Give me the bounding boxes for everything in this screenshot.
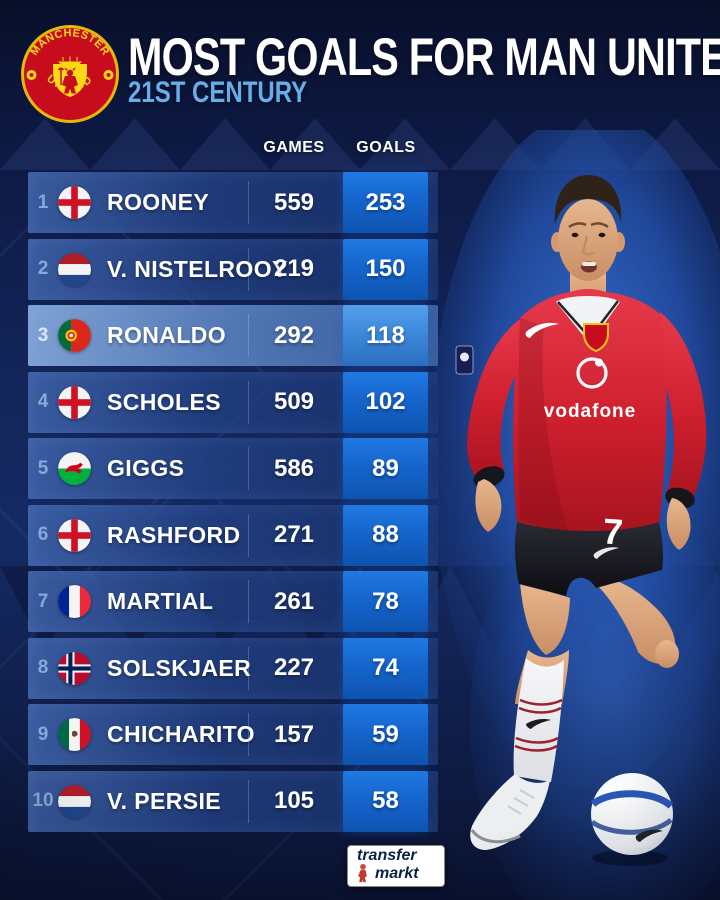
goals-column-header: GOALS — [356, 139, 416, 156]
games-value: 219 — [273, 255, 315, 282]
player-name: CHICHARITO — [107, 721, 255, 747]
column-divider — [248, 580, 249, 623]
france-flag-icon — [58, 585, 91, 618]
player-name: RASHFORD — [107, 521, 241, 548]
mexico-flag-icon — [58, 718, 91, 751]
table-row: 2 V. NISTELROOY 219 150 — [28, 238, 438, 300]
games-value: 105 — [273, 787, 315, 814]
table-row: 7 MARTIAL 261 78 — [28, 571, 438, 632]
goals-value: 88 — [372, 521, 399, 548]
table-row: 8 SOLSKJAER 227 74 — [28, 637, 438, 699]
goals-value-box: 150 — [343, 238, 428, 300]
column-divider — [248, 447, 249, 490]
ronaldo-photo: vodafone 7 — [430, 130, 720, 900]
games-value: 157 — [273, 720, 315, 748]
goals-value-box: 253 — [343, 172, 428, 233]
table-row: 6 RASHFORD 271 88 — [28, 504, 438, 566]
netherlands-flag-icon — [58, 252, 91, 286]
goals-value-box: 88 — [343, 504, 428, 566]
games-value: 271 — [273, 521, 315, 548]
premier-league-badge-icon — [455, 345, 474, 375]
column-divider — [248, 247, 249, 291]
table-row: 1 ROONEY 559 253 — [28, 172, 438, 233]
man-united-crest-icon: MANCHESTER UNITED — [21, 25, 119, 123]
goals-value-box: 58 — [343, 770, 428, 832]
netherlands-flag-icon — [58, 784, 91, 818]
rank-label: 10 — [32, 790, 54, 811]
sponsor-text: vodafone — [544, 401, 636, 422]
wales-flag-icon — [58, 452, 91, 485]
norway-flag-icon — [58, 651, 91, 685]
rank-label: 5 — [37, 457, 49, 479]
page-subtitle: 21ST CENTURY — [128, 76, 308, 109]
games-value: 261 — [273, 587, 315, 615]
table-row: 9 CHICHARITO 157 59 — [28, 704, 438, 765]
rank-label: 9 — [37, 723, 49, 745]
transfermarkt-logo: transfer markt — [347, 845, 445, 887]
rank-label: 1 — [37, 191, 49, 213]
portugal-flag-icon — [58, 319, 91, 352]
column-divider — [248, 513, 249, 557]
player-name: ROONEY — [107, 189, 210, 215]
england-flag-icon — [58, 518, 91, 552]
rank-label: 2 — [37, 258, 49, 279]
goals-value: 74 — [372, 654, 399, 681]
column-divider — [248, 380, 249, 424]
games-column-header: GAMES — [263, 139, 325, 156]
player-name: RONALDO — [107, 322, 227, 348]
goals-value: 150 — [365, 255, 406, 282]
goals-value-box: 118 — [343, 305, 428, 366]
games-value: 292 — [273, 321, 315, 349]
games-value: 586 — [273, 454, 315, 482]
goals-value: 89 — [372, 454, 399, 482]
table-rows: 1 ROONEY 559 253 2 V. NISTELROOY 219 150… — [28, 172, 438, 832]
goals-value: 118 — [366, 321, 405, 349]
column-divider — [248, 646, 249, 690]
goals-value: 59 — [372, 720, 399, 748]
column-divider — [248, 181, 249, 224]
goals-value: 253 — [365, 188, 406, 216]
rank-label: 3 — [37, 324, 49, 346]
goals-value-box: 74 — [343, 637, 428, 699]
games-value: 509 — [273, 388, 315, 415]
transfermarkt-mascot-icon — [358, 863, 367, 883]
table-row: 4 SCHOLES 509 102 — [28, 371, 438, 433]
goals-value: 78 — [372, 587, 399, 615]
player-name: SCHOLES — [107, 388, 221, 415]
games-value: 227 — [273, 654, 315, 681]
games-value: 559 — [273, 188, 315, 216]
column-divider — [248, 779, 249, 823]
goals-value: 102 — [365, 388, 406, 415]
player-name: SOLSKJAER — [107, 654, 252, 681]
shirt-number: 7 — [601, 510, 624, 552]
column-divider — [248, 314, 249, 357]
goals-value-box: 59 — [343, 704, 428, 765]
rank-label: 6 — [37, 524, 49, 545]
table-row: 10 V. PERSIE 105 58 — [28, 770, 438, 832]
player-name: GIGGS — [107, 455, 185, 481]
player-name: V. PERSIE — [107, 787, 221, 814]
england-flag-icon — [58, 186, 91, 219]
table-row: 5 GIGGS 586 89 — [28, 438, 438, 499]
goals-value-box: 89 — [343, 438, 428, 499]
goals-value-box: 78 — [343, 571, 428, 632]
rank-label: 7 — [37, 590, 49, 612]
transfermarkt-logo-line2: markt — [375, 865, 419, 882]
goals-value: 58 — [372, 787, 399, 814]
transfermarkt-logo-line1: transfer — [357, 847, 417, 864]
england-flag-icon — [58, 385, 91, 419]
player-name: MARTIAL — [107, 588, 214, 614]
rank-label: 8 — [37, 657, 49, 678]
table-row: 3 RONALDO 292 118 — [28, 305, 438, 366]
rank-label: 4 — [37, 391, 49, 412]
column-divider — [248, 713, 249, 756]
goals-value-box: 102 — [343, 371, 428, 433]
